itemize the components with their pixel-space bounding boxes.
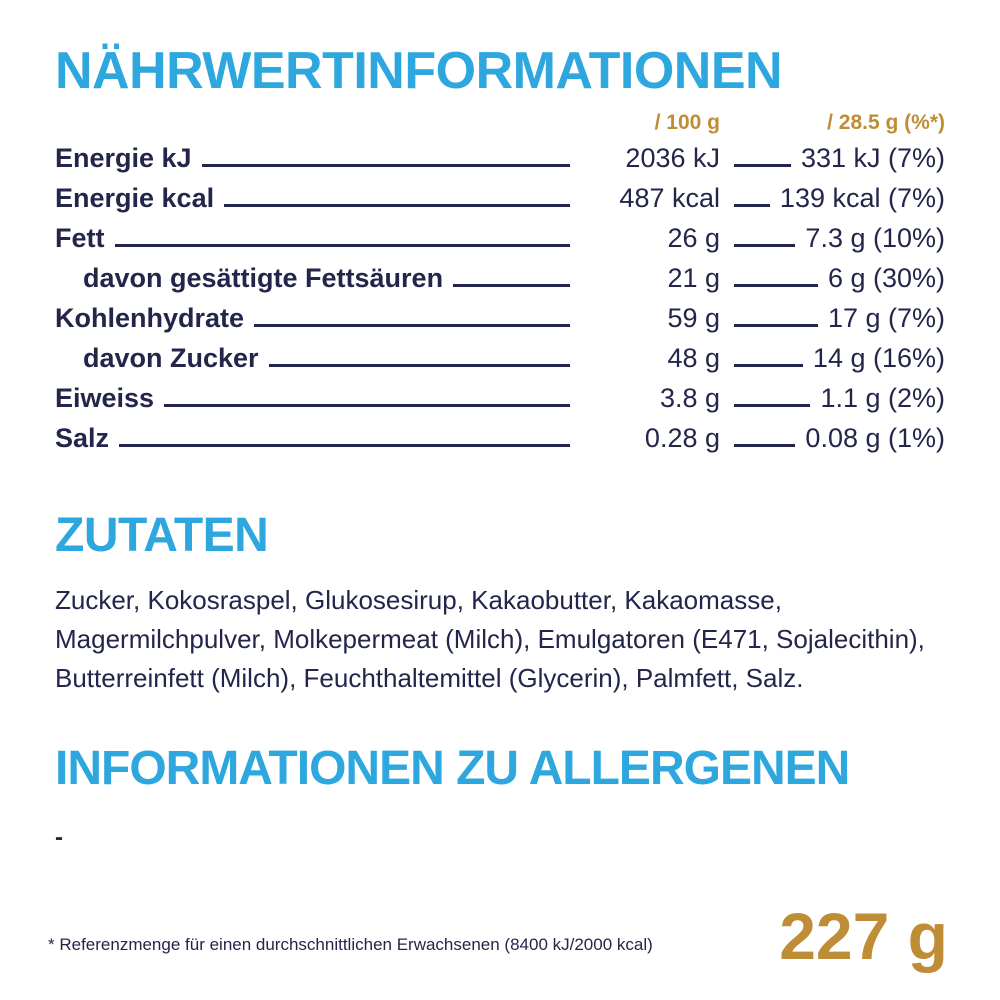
nutrient-name: Kohlenhydrate [55, 303, 245, 334]
nutrient-name: Fett [55, 223, 105, 254]
leader-line-short [734, 244, 796, 248]
leader-line [453, 284, 570, 288]
nutrition-row: Fett 26 g 7.3 g (10%) [55, 219, 945, 259]
value-per-portion: 0.08 g (1%) [805, 423, 945, 454]
column-header-per-100g: / 100 g [654, 110, 720, 134]
portion-block: 14 g (16%) [720, 343, 945, 374]
portion-block: 7.3 g (10%) [720, 223, 945, 254]
leader-line-short [734, 164, 791, 168]
value-per-portion: 7.3 g (10%) [805, 223, 945, 254]
nutrition-row: davon Zucker 48 g 14 g (16%) [55, 339, 945, 379]
value-per-100g: 2036 kJ [625, 143, 720, 174]
value-per-100g: 48 g [667, 343, 720, 374]
leader-line [224, 204, 570, 208]
leader-line-short [734, 404, 811, 408]
nutrition-row: Kohlenhydrate 59 g 17 g (7%) [55, 299, 945, 339]
portion-block: 331 kJ (7%) [720, 143, 945, 174]
leader-line [268, 364, 570, 368]
net-weight: 227 g [779, 899, 948, 973]
value-per-portion: 1.1 g (2%) [820, 383, 945, 414]
value-per-portion: 331 kJ (7%) [800, 143, 945, 174]
nutrient-name: Eiweiss [55, 383, 155, 414]
portion-block: 1.1 g (2%) [720, 383, 945, 414]
column-header-per-portion: / 28.5 g (%*) [827, 110, 945, 134]
nutrient-name: Energie kJ [55, 143, 192, 174]
nutrient-name: Salz [55, 423, 110, 454]
nutrient-name: Energie kcal [55, 183, 215, 214]
portion-block: 6 g (30%) [720, 263, 945, 294]
value-per-100g: 26 g [667, 223, 720, 254]
leader-line [114, 244, 570, 248]
nutrition-row: Eiweiss 3.8 g 1.1 g (2%) [55, 379, 945, 419]
allergens-title: INFORMATIONEN ZU ALLERGENEN [55, 741, 850, 795]
value-per-100g: 0.28 g [644, 423, 720, 454]
ingredients-text: Zucker, Kokosraspel, Glukosesirup, Kakao… [55, 584, 925, 693]
nutrition-table: Energie kJ 2036 kJ 331 kJ (7%) Energie k… [55, 139, 945, 459]
leader-line-short [734, 284, 818, 288]
nutrition-row: Energie kcal 487 kcal 139 kcal (7%) [55, 179, 945, 219]
value-per-100g: 3.8 g [659, 383, 720, 414]
leader-line-short [734, 204, 770, 208]
allergens-text: - [55, 824, 63, 852]
reference-footnote: * Referenzmenge für einen durchschnittli… [48, 935, 653, 954]
nutrition-row: Salz 0.28 g 0.08 g (1%) [55, 419, 945, 459]
leader-line [201, 164, 570, 168]
nutrition-row: Energie kJ 2036 kJ 331 kJ (7%) [55, 139, 945, 179]
leader-line [254, 324, 570, 328]
nutrition-title: NÄHRWERTINFORMATIONEN [55, 42, 783, 100]
portion-block: 0.08 g (1%) [720, 423, 945, 454]
portion-block: 17 g (7%) [720, 303, 945, 334]
ingredients-title: ZUTATEN [55, 508, 269, 562]
value-per-portion: 14 g (16%) [812, 343, 945, 374]
value-per-100g: 487 kcal [619, 183, 720, 214]
value-per-portion: 6 g (30%) [827, 263, 945, 294]
value-per-portion: 17 g (7%) [827, 303, 945, 334]
value-per-100g: 21 g [667, 263, 720, 294]
leader-line-short [734, 324, 818, 328]
leader-line [164, 404, 570, 408]
leader-line-short [734, 364, 803, 368]
leader-line [119, 444, 570, 448]
leader-line-short [734, 444, 796, 448]
value-per-portion: 139 kcal (7%) [779, 183, 945, 214]
nutrient-name: davon gesättigte Fettsäuren [83, 263, 444, 294]
portion-block: 139 kcal (7%) [720, 183, 945, 214]
value-per-100g: 59 g [667, 303, 720, 334]
nutrient-name: davon Zucker [83, 343, 259, 374]
nutrition-row: davon gesättigte Fettsäuren 21 g 6 g (30… [55, 259, 945, 299]
nutrition-column-headers: / 100 g / 28.5 g (%*) [55, 109, 945, 135]
